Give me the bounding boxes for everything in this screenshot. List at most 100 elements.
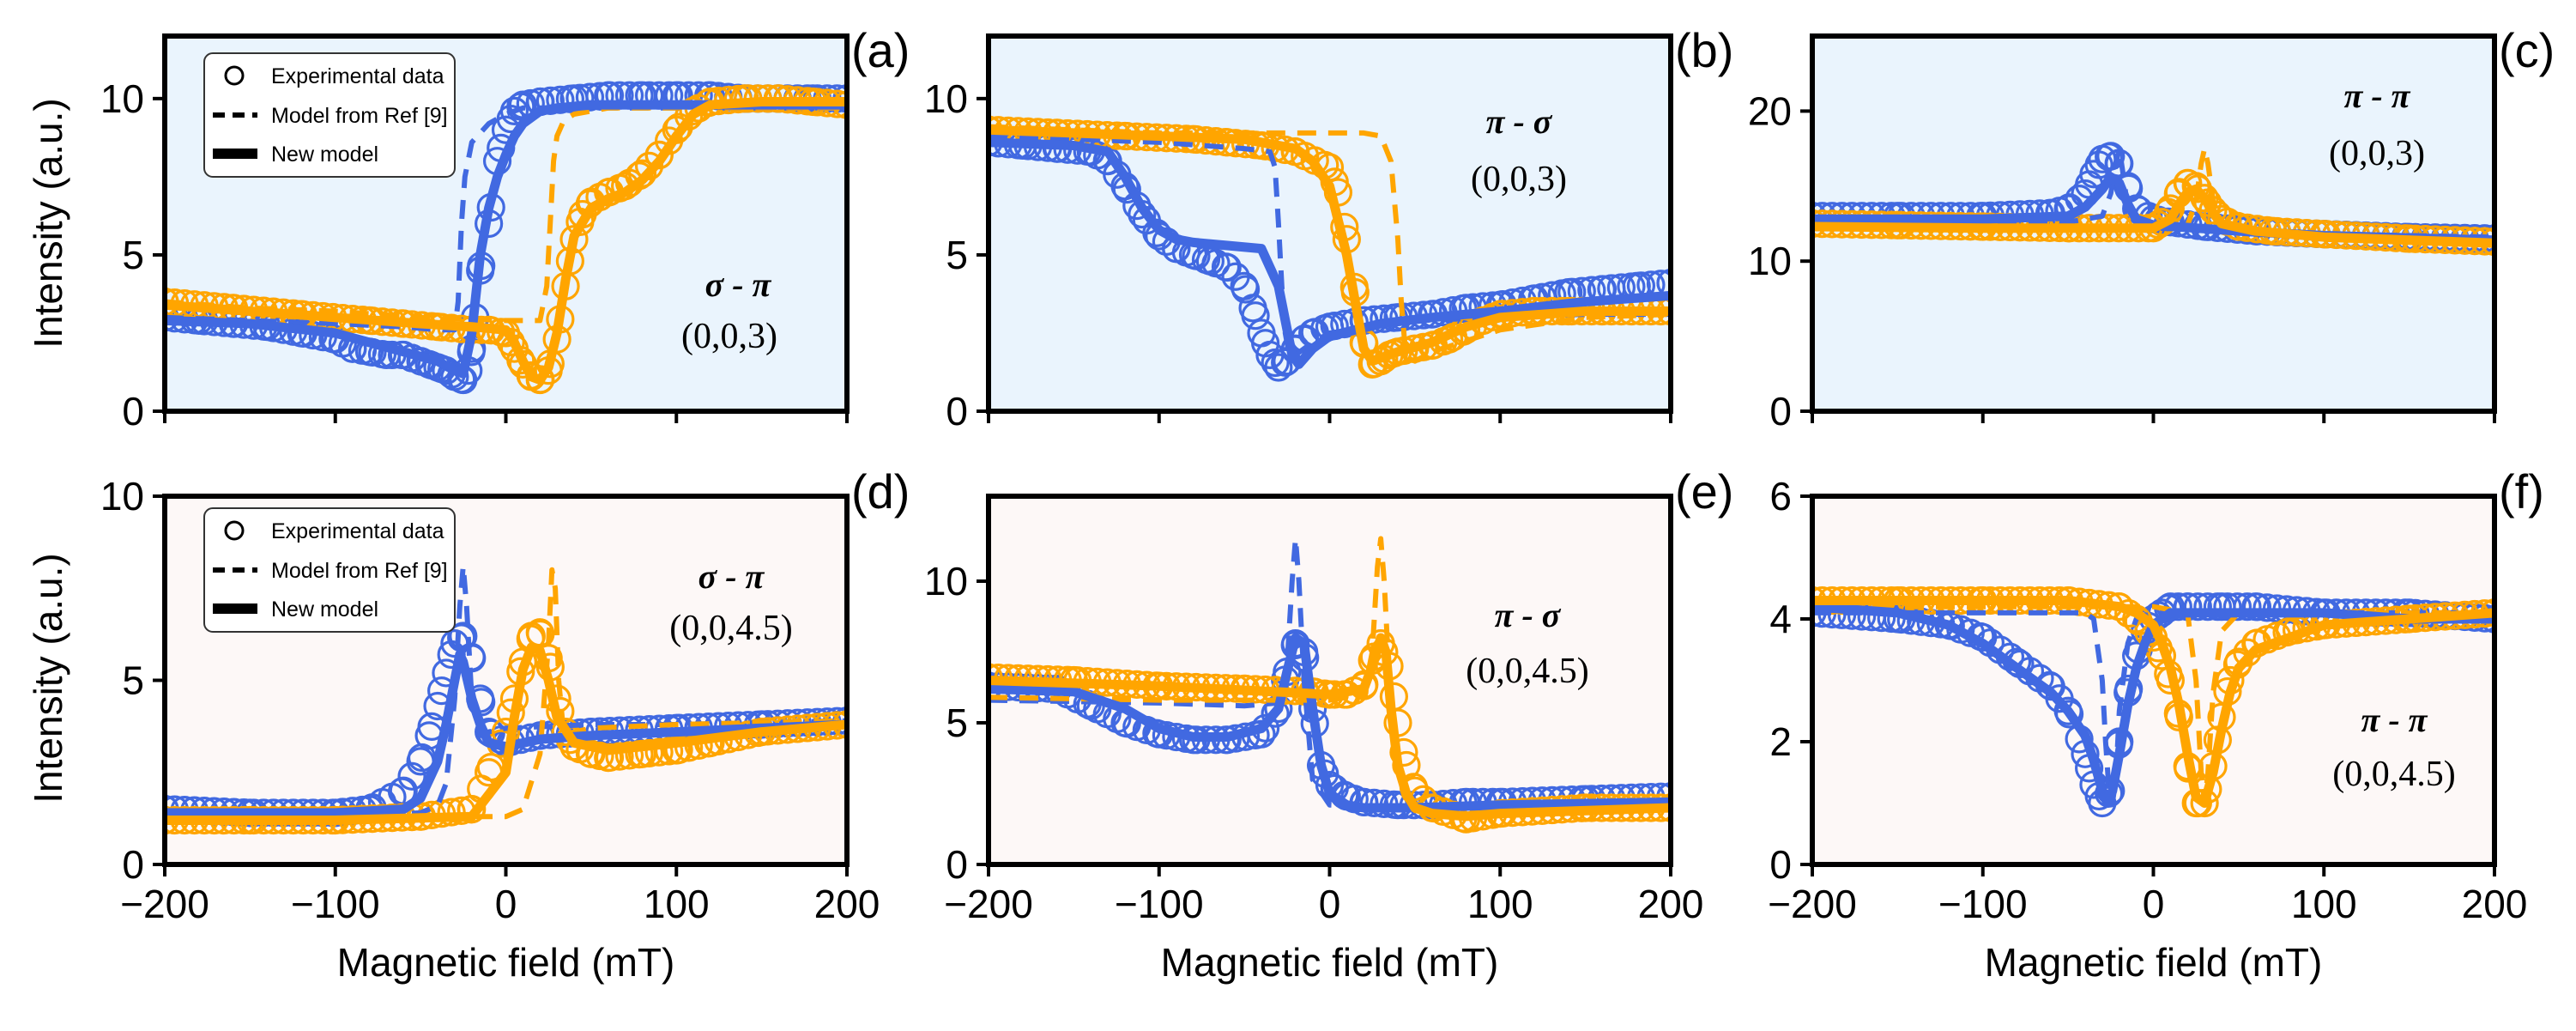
panel-b: 0 5 10 (b) π - σ (0,0,3) (924, 23, 1734, 434)
data-point (594, 743, 623, 773)
y-tick-label: 4 (1769, 597, 1792, 641)
ref-model-line-orange (165, 105, 847, 324)
x-tick-label: 100 (2291, 882, 2357, 926)
x-tick-label: −100 (1938, 882, 2028, 926)
ref-model-line-blue (165, 105, 847, 333)
reflection-label: (0,0,3) (1471, 160, 1567, 199)
polarization-label: π - σ (1495, 596, 1562, 634)
x-tick-label: −100 (1115, 882, 1204, 926)
ref-model-line-orange (989, 124, 1671, 364)
plot-area (989, 115, 1671, 382)
y-tick-label: 10 (100, 474, 144, 519)
new-model-line-blue (165, 650, 847, 818)
legend-label-new: New model (271, 597, 378, 622)
new-model-line-orange (165, 97, 847, 385)
panel-a: 0 5 10 (a) σ - π (0,0,3) Experimental data Mode… (100, 23, 910, 434)
panel-label: (a) (851, 23, 910, 77)
y-tick-label: 0 (1769, 389, 1792, 434)
data-point (1261, 348, 1290, 378)
x-tick-label: −100 (291, 882, 380, 926)
new-model-line-blue (1812, 602, 2494, 808)
ref-model-line-blue (989, 536, 1671, 810)
polarization-label: π - π (2344, 76, 2411, 115)
polarization-label: π - π (2361, 700, 2428, 739)
panel-label: (e) (1675, 464, 1733, 519)
plot-area (1812, 142, 2494, 257)
new-model-line-blue (989, 137, 1671, 369)
data-point (2193, 592, 2222, 622)
y-tick-label: 0 (946, 842, 968, 887)
data-point (499, 96, 529, 125)
data-point (1281, 137, 1310, 167)
new-model-line-orange (1812, 184, 2494, 248)
panel-f: −200 −100 0 100 200 0 2 4 6 Magnetic field (mT) (f… (1768, 464, 2544, 985)
legend-label-experimental: Experimental data (271, 519, 444, 543)
data-point (627, 159, 657, 188)
legend-label-ref: Model from Ref [9] (271, 104, 448, 128)
y-tick-label: 0 (122, 389, 144, 434)
data-point (525, 365, 554, 395)
x-tick-label: 0 (1319, 882, 1341, 926)
data-point (2222, 592, 2252, 622)
panel-c: 0 10 20 (c) π - π (0,0,3) (1748, 23, 2555, 434)
y-tick-label: 20 (1748, 88, 1792, 133)
data-point (627, 739, 657, 768)
x-tick-label: 100 (644, 882, 710, 926)
data-point (2096, 142, 2126, 171)
data-point (2183, 592, 2212, 622)
data-point (1389, 737, 1418, 767)
y-tick-label: 6 (1769, 474, 1792, 519)
data-point (508, 90, 537, 119)
data-point (559, 84, 589, 113)
plot-area (165, 81, 847, 395)
x-tick-label: 200 (1638, 882, 1704, 926)
data-point (1264, 353, 1293, 382)
data-point (644, 737, 674, 767)
reflection-label: (0,0,3) (681, 317, 777, 356)
data-point (2252, 593, 2282, 622)
x-tick-label: −200 (944, 882, 1033, 926)
data-point (1349, 671, 1378, 700)
y-tick-label: 10 (924, 76, 968, 121)
x-tick-label: −200 (120, 882, 209, 926)
y-tick-label: 5 (122, 233, 144, 277)
data-point (457, 795, 487, 824)
panel-label: (f) (2499, 464, 2544, 519)
y-tick-label: 5 (946, 233, 968, 277)
x-axis-label: Magnetic field (mT) (337, 940, 675, 985)
data-point (614, 741, 644, 770)
y-tick-label: 5 (122, 658, 144, 703)
plot-background (1812, 496, 2494, 864)
y-tick-label: 0 (1769, 842, 1792, 887)
ref-model-line-orange (165, 567, 847, 820)
new-model-line-orange (165, 642, 847, 825)
reflection-label: (0,0,4.5) (669, 609, 792, 648)
legend: Experimental data Model from Ref [9] New m… (203, 507, 456, 633)
legend-marker-experimental (224, 65, 245, 86)
data-point (1212, 252, 1242, 282)
plot-area (989, 536, 1671, 834)
legend: Experimental data Model from Ref [9] New m… (203, 52, 456, 178)
data-point (2241, 592, 2271, 622)
x-axis-label: Magnetic field (mT) (1161, 940, 1499, 985)
data-point (546, 85, 575, 114)
panel-d: −200 −100 0 100 200 0 5 10 Magnetic field (mT) (d… (100, 464, 910, 985)
plot-background (989, 36, 1671, 411)
data-point (2207, 592, 2236, 622)
panel-label: (d) (851, 464, 910, 519)
polarization-label: σ - π (705, 265, 772, 304)
data-point (525, 618, 554, 647)
y-tick-label: 10 (100, 76, 144, 121)
x-axis-label: Magnetic field (mT) (1985, 940, 2323, 985)
y-tick-label: 2 (1769, 719, 1792, 764)
new-model-line-orange (989, 124, 1671, 367)
new-model-line-blue (989, 633, 1671, 813)
y-axis-label-top: Intensity (a.u.) (26, 98, 70, 348)
data-point (1238, 294, 1267, 323)
y-axis-label-bottom: Intensity (a.u.) (26, 553, 70, 803)
new-model-line-blue (165, 100, 847, 379)
plot-area (165, 563, 847, 835)
y-tick-label: 0 (946, 389, 968, 434)
x-tick-label: −200 (1768, 882, 1857, 926)
